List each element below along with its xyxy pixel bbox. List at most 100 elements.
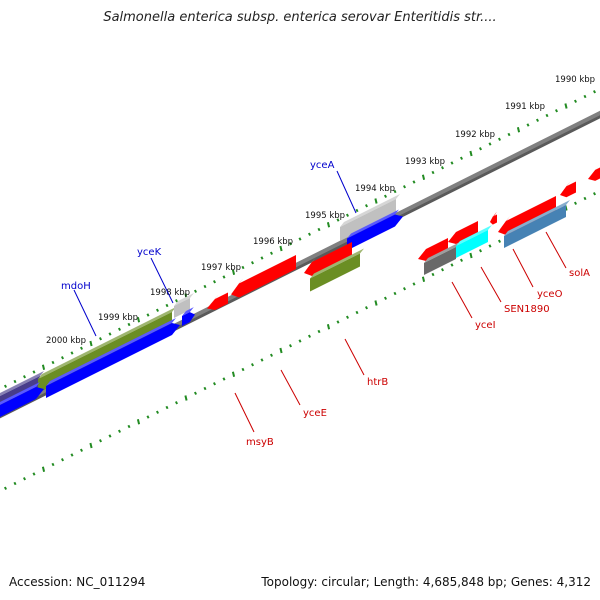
gene-feature-yceK-top [174,293,194,306]
gene-feature-blue-b-body [46,323,180,398]
forward-scale-tick [51,360,55,365]
reverse-scale-tick [117,429,122,433]
reverse-scale-tick [79,448,84,452]
gene-feature-msyB [207,292,228,310]
gene-feature-yceO-body [498,196,556,235]
gene-feature-yceK [174,293,194,318]
gene-label-solA-line [545,231,567,269]
forward-scale-tick [421,174,426,180]
reverse-scale-tick [41,466,46,472]
gene-feature-steel [504,200,570,248]
reverse-scale-tick [155,410,160,414]
reverse-scale-tick [51,462,55,467]
reverse-scale-tick [402,287,407,291]
forward-scale-tick [554,109,559,113]
gene-feature-red-2-body [448,221,478,244]
forward-scale-tick [288,242,293,246]
gene-feature-solA-body [560,181,576,198]
forward-scale-tick [440,166,445,170]
forward-scale-tick [374,198,378,204]
reverse-scale-tick [279,347,283,354]
gene-feature-blue-d-top [347,209,399,239]
reverse-scale-tick [260,358,264,362]
scale-labels: 1990 kbp 1991 kbp 1992 kbp 1993 kbp 1994 kbp… [46,75,595,346]
reverse-scale-tick [336,320,340,324]
gene-feature-blue-a-top [0,382,40,405]
gene-label-htrB-line [344,338,365,376]
reverse-scale-tick [431,272,435,277]
reverse-scale-tick [450,263,454,267]
gene-label-yceE-line [280,369,301,406]
forward-scale-tick [564,103,568,109]
gene-feature-mdoH-top [38,307,176,379]
gene-feature-blue-d-body [347,214,403,251]
scale-label: 1991 kbp [505,102,545,112]
reverse-scale-tick [3,486,8,490]
reverse-scale-tick [13,481,17,486]
gene-feature-red-edge [588,164,600,181]
gene-feature-SEN1890-top [456,225,492,246]
reverse-scale-tick [421,276,426,282]
scale-label: 1997 kbp [201,263,241,273]
reverse-scale-tick [165,405,169,410]
reverse-scale-tick [478,249,483,253]
forward-scale-tick [155,308,160,312]
gene-feature-red-3 [490,211,497,225]
gene-feature-blue-b [46,318,180,398]
scale-label: 1990 kbp [555,75,595,85]
reverse-scale-tick [469,252,473,259]
gene-feature-msyB-top [207,294,219,309]
forward-scale-tick [383,194,388,198]
forward-scale-tick [336,218,340,222]
gene-label-SEN1890: SEN1890 [504,304,550,315]
forward-scale-tick [203,284,207,289]
reverse-scale-tick [89,442,93,449]
gene-feature-blue-c [182,307,195,326]
forward-scale-tick [402,185,407,189]
forward-scale-tick [127,322,131,327]
reverse-scale-tick [307,334,312,338]
gene-feature-yceA-top [340,194,400,227]
forward-scale-tick [459,156,464,160]
reverse-scale-tick [136,419,141,425]
forward-scale-tick [326,222,331,228]
forward-scale-tick [364,204,369,208]
forward-scale-tick [469,150,473,157]
forward-scale-tick [488,142,492,146]
gene-feature-yceA-body [340,199,396,241]
reverse-scale-tick [22,477,27,481]
reverse-scale-tick [60,458,65,462]
reverse-scale-tick [355,310,359,315]
reverse-scale-tick [231,371,236,377]
scale-label: 1994 kbp [355,184,395,194]
gene-feature-blue-b-top [46,318,176,386]
gene-feature-blue-d [347,209,403,251]
reverse-scale-tick [193,391,198,395]
gene-label-yceO-line [512,248,534,288]
gene-feature-steel-body [504,205,566,248]
gene-feature-red-2 [448,221,478,244]
forward-scale-tick [3,384,8,388]
reverse-scale-tick [488,244,492,248]
forward-scale-tick [545,113,549,118]
gene-feature-red-3-body [490,214,497,225]
reverse-scale-tick [70,453,74,457]
forward-scale-tick [583,94,587,99]
forward-scale-tick [98,337,103,341]
reverse-scale-tick [345,315,350,319]
forward-scale-tick [507,132,511,137]
gene-feature-yceI-body [424,247,456,275]
gene-feature-olive [310,248,364,292]
scale-label: 2000 kbp [46,336,86,346]
reverse-scale-tick [459,258,464,262]
reverse-scale-tick [383,296,388,300]
forward-scale-tick [212,280,217,284]
forward-scale-tick [146,313,150,317]
reverse-scale-tick [146,415,150,419]
reverse-scale-tick [583,196,587,201]
gene-feature-red-edge-body [588,167,600,181]
forward-scale-tick [355,208,359,213]
forward-scale-tick [222,275,226,279]
gene-feature-yceA [340,194,400,241]
